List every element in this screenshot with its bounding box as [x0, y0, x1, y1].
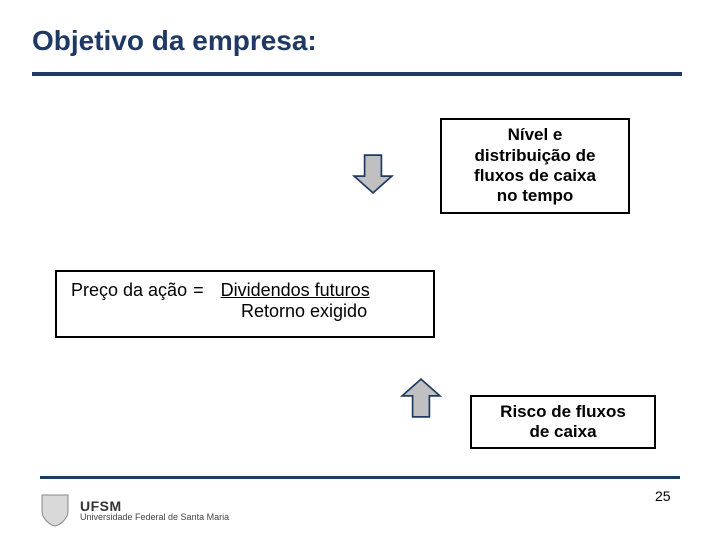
- page-number: 25: [655, 488, 671, 504]
- ufsm-text: UFSM Universidade Federal de Santa Maria: [80, 499, 229, 522]
- box-cashflow-level-text: Nível edistribuição defluxos de caixano …: [474, 125, 596, 207]
- box-cashflow-level: Nível edistribuição defluxos de caixano …: [440, 118, 630, 214]
- formula-denominator: Retorno exigido: [241, 301, 419, 322]
- slide-title: Objetivo da empresa:: [32, 25, 317, 57]
- arrow-down-icon: [352, 146, 394, 202]
- footer-logo-area: UFSM Universidade Federal de Santa Maria: [40, 490, 340, 530]
- formula-eq: =: [193, 280, 204, 301]
- formula-numerator: Dividendos futuros: [221, 280, 370, 301]
- box-cashflow-risk-text: Risco de fluxosde caixa: [500, 402, 626, 443]
- slide: Objetivo da empresa: Nível edistribuição…: [0, 0, 720, 540]
- formula-lhs: Preço da ação: [71, 280, 187, 301]
- title-underline: [32, 72, 682, 76]
- ufsm-fullname: Universidade Federal de Santa Maria: [80, 513, 229, 522]
- ufsm-acronym: UFSM: [80, 499, 229, 513]
- ufsm-shield-icon: [40, 493, 70, 527]
- box-cashflow-risk: Risco de fluxosde caixa: [470, 395, 656, 449]
- formula-box: Preço da ação = Dividendos futuros Retor…: [55, 270, 435, 338]
- arrow-up-icon: [400, 370, 442, 426]
- footer-underline: [40, 476, 680, 479]
